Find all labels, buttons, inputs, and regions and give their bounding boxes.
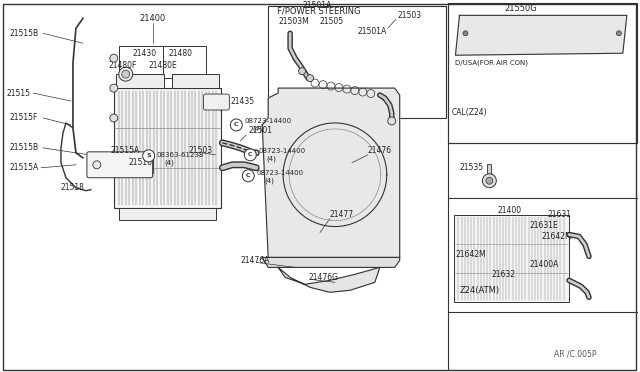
Circle shape bbox=[463, 31, 468, 36]
Text: 21515B: 21515B bbox=[9, 29, 38, 38]
Text: 21430: 21430 bbox=[132, 49, 157, 58]
Text: 21535: 21535 bbox=[460, 163, 484, 172]
Text: 21515: 21515 bbox=[6, 89, 30, 97]
Circle shape bbox=[230, 119, 243, 131]
Text: 21515A: 21515A bbox=[9, 163, 38, 172]
Text: 21515A: 21515A bbox=[111, 146, 140, 155]
Text: 21631E: 21631E bbox=[529, 221, 558, 230]
Bar bbox=[268, 6, 445, 118]
Text: C: C bbox=[234, 122, 239, 128]
Circle shape bbox=[483, 174, 497, 188]
Text: 08723-14400: 08723-14400 bbox=[258, 148, 305, 154]
Circle shape bbox=[110, 54, 118, 62]
Text: 08723-14400: 08723-14400 bbox=[256, 170, 303, 176]
Bar bbox=[119, 46, 207, 78]
Text: 21476A: 21476A bbox=[240, 256, 269, 265]
Text: 21476: 21476 bbox=[368, 146, 392, 155]
Bar bbox=[116, 74, 164, 88]
Text: (4): (4) bbox=[164, 160, 175, 166]
Circle shape bbox=[119, 67, 132, 81]
Circle shape bbox=[388, 117, 396, 125]
Text: C: C bbox=[246, 173, 250, 178]
FancyBboxPatch shape bbox=[87, 152, 153, 178]
Polygon shape bbox=[262, 257, 400, 267]
Text: 21632: 21632 bbox=[492, 270, 515, 279]
Text: (4): (4) bbox=[264, 177, 274, 184]
Text: AR /C.005P: AR /C.005P bbox=[554, 350, 596, 359]
Bar bbox=[454, 215, 569, 302]
Text: 21480: 21480 bbox=[168, 49, 193, 58]
Text: 21505: 21505 bbox=[320, 17, 344, 26]
Bar bbox=[114, 88, 221, 208]
Text: 21631: 21631 bbox=[547, 210, 571, 219]
Text: 21435: 21435 bbox=[230, 97, 255, 106]
Text: 21503M: 21503M bbox=[278, 17, 309, 26]
Text: 21515B: 21515B bbox=[9, 143, 38, 153]
Circle shape bbox=[93, 161, 101, 169]
Text: 21477: 21477 bbox=[330, 210, 354, 219]
Text: 21503: 21503 bbox=[189, 146, 212, 155]
Text: 21503: 21503 bbox=[397, 11, 422, 20]
Circle shape bbox=[299, 68, 305, 75]
Text: 21501: 21501 bbox=[248, 126, 272, 135]
Polygon shape bbox=[262, 88, 400, 257]
Circle shape bbox=[110, 114, 118, 122]
Circle shape bbox=[122, 70, 130, 78]
Circle shape bbox=[307, 75, 314, 81]
FancyBboxPatch shape bbox=[204, 94, 229, 110]
Bar bbox=[487, 164, 492, 174]
Text: 21480E: 21480E bbox=[148, 61, 177, 70]
Text: CAL(Z24): CAL(Z24) bbox=[451, 109, 487, 118]
Circle shape bbox=[486, 177, 493, 184]
Text: D/USA(FOR AIR CON): D/USA(FOR AIR CON) bbox=[456, 60, 529, 67]
Text: 21642M: 21642M bbox=[541, 232, 572, 241]
Text: 21510: 21510 bbox=[129, 158, 153, 167]
Polygon shape bbox=[278, 267, 380, 292]
Text: 08363-61238: 08363-61238 bbox=[157, 152, 204, 158]
Circle shape bbox=[243, 170, 254, 182]
Circle shape bbox=[244, 149, 256, 161]
Text: 21642M: 21642M bbox=[456, 250, 486, 259]
Text: 21480F: 21480F bbox=[109, 61, 137, 70]
Circle shape bbox=[110, 84, 118, 92]
Text: 21400: 21400 bbox=[140, 14, 166, 23]
Text: 21400A: 21400A bbox=[529, 260, 559, 269]
Text: (4): (4) bbox=[252, 126, 262, 132]
Text: 21501A: 21501A bbox=[358, 27, 387, 36]
Text: F/POWER STEERING: F/POWER STEERING bbox=[277, 7, 361, 16]
Text: C: C bbox=[248, 152, 253, 157]
Text: 08723-14400: 08723-14400 bbox=[244, 118, 291, 124]
Bar bbox=[147, 157, 153, 173]
Text: (4): (4) bbox=[266, 155, 276, 162]
Text: S: S bbox=[147, 153, 151, 158]
Bar bbox=[447, 3, 637, 143]
Text: 21515F: 21515F bbox=[9, 113, 38, 122]
Text: 21476G: 21476G bbox=[308, 273, 338, 282]
Bar bbox=[172, 74, 220, 88]
Text: 21550G: 21550G bbox=[504, 4, 537, 13]
Text: 21518: 21518 bbox=[61, 183, 85, 192]
Text: 21400: 21400 bbox=[497, 206, 522, 215]
Circle shape bbox=[616, 31, 621, 36]
Polygon shape bbox=[456, 15, 627, 55]
Bar bbox=[119, 208, 216, 219]
Circle shape bbox=[143, 150, 155, 162]
Text: Z24(ATM): Z24(ATM) bbox=[460, 286, 500, 295]
Text: 21501A: 21501A bbox=[302, 1, 332, 10]
